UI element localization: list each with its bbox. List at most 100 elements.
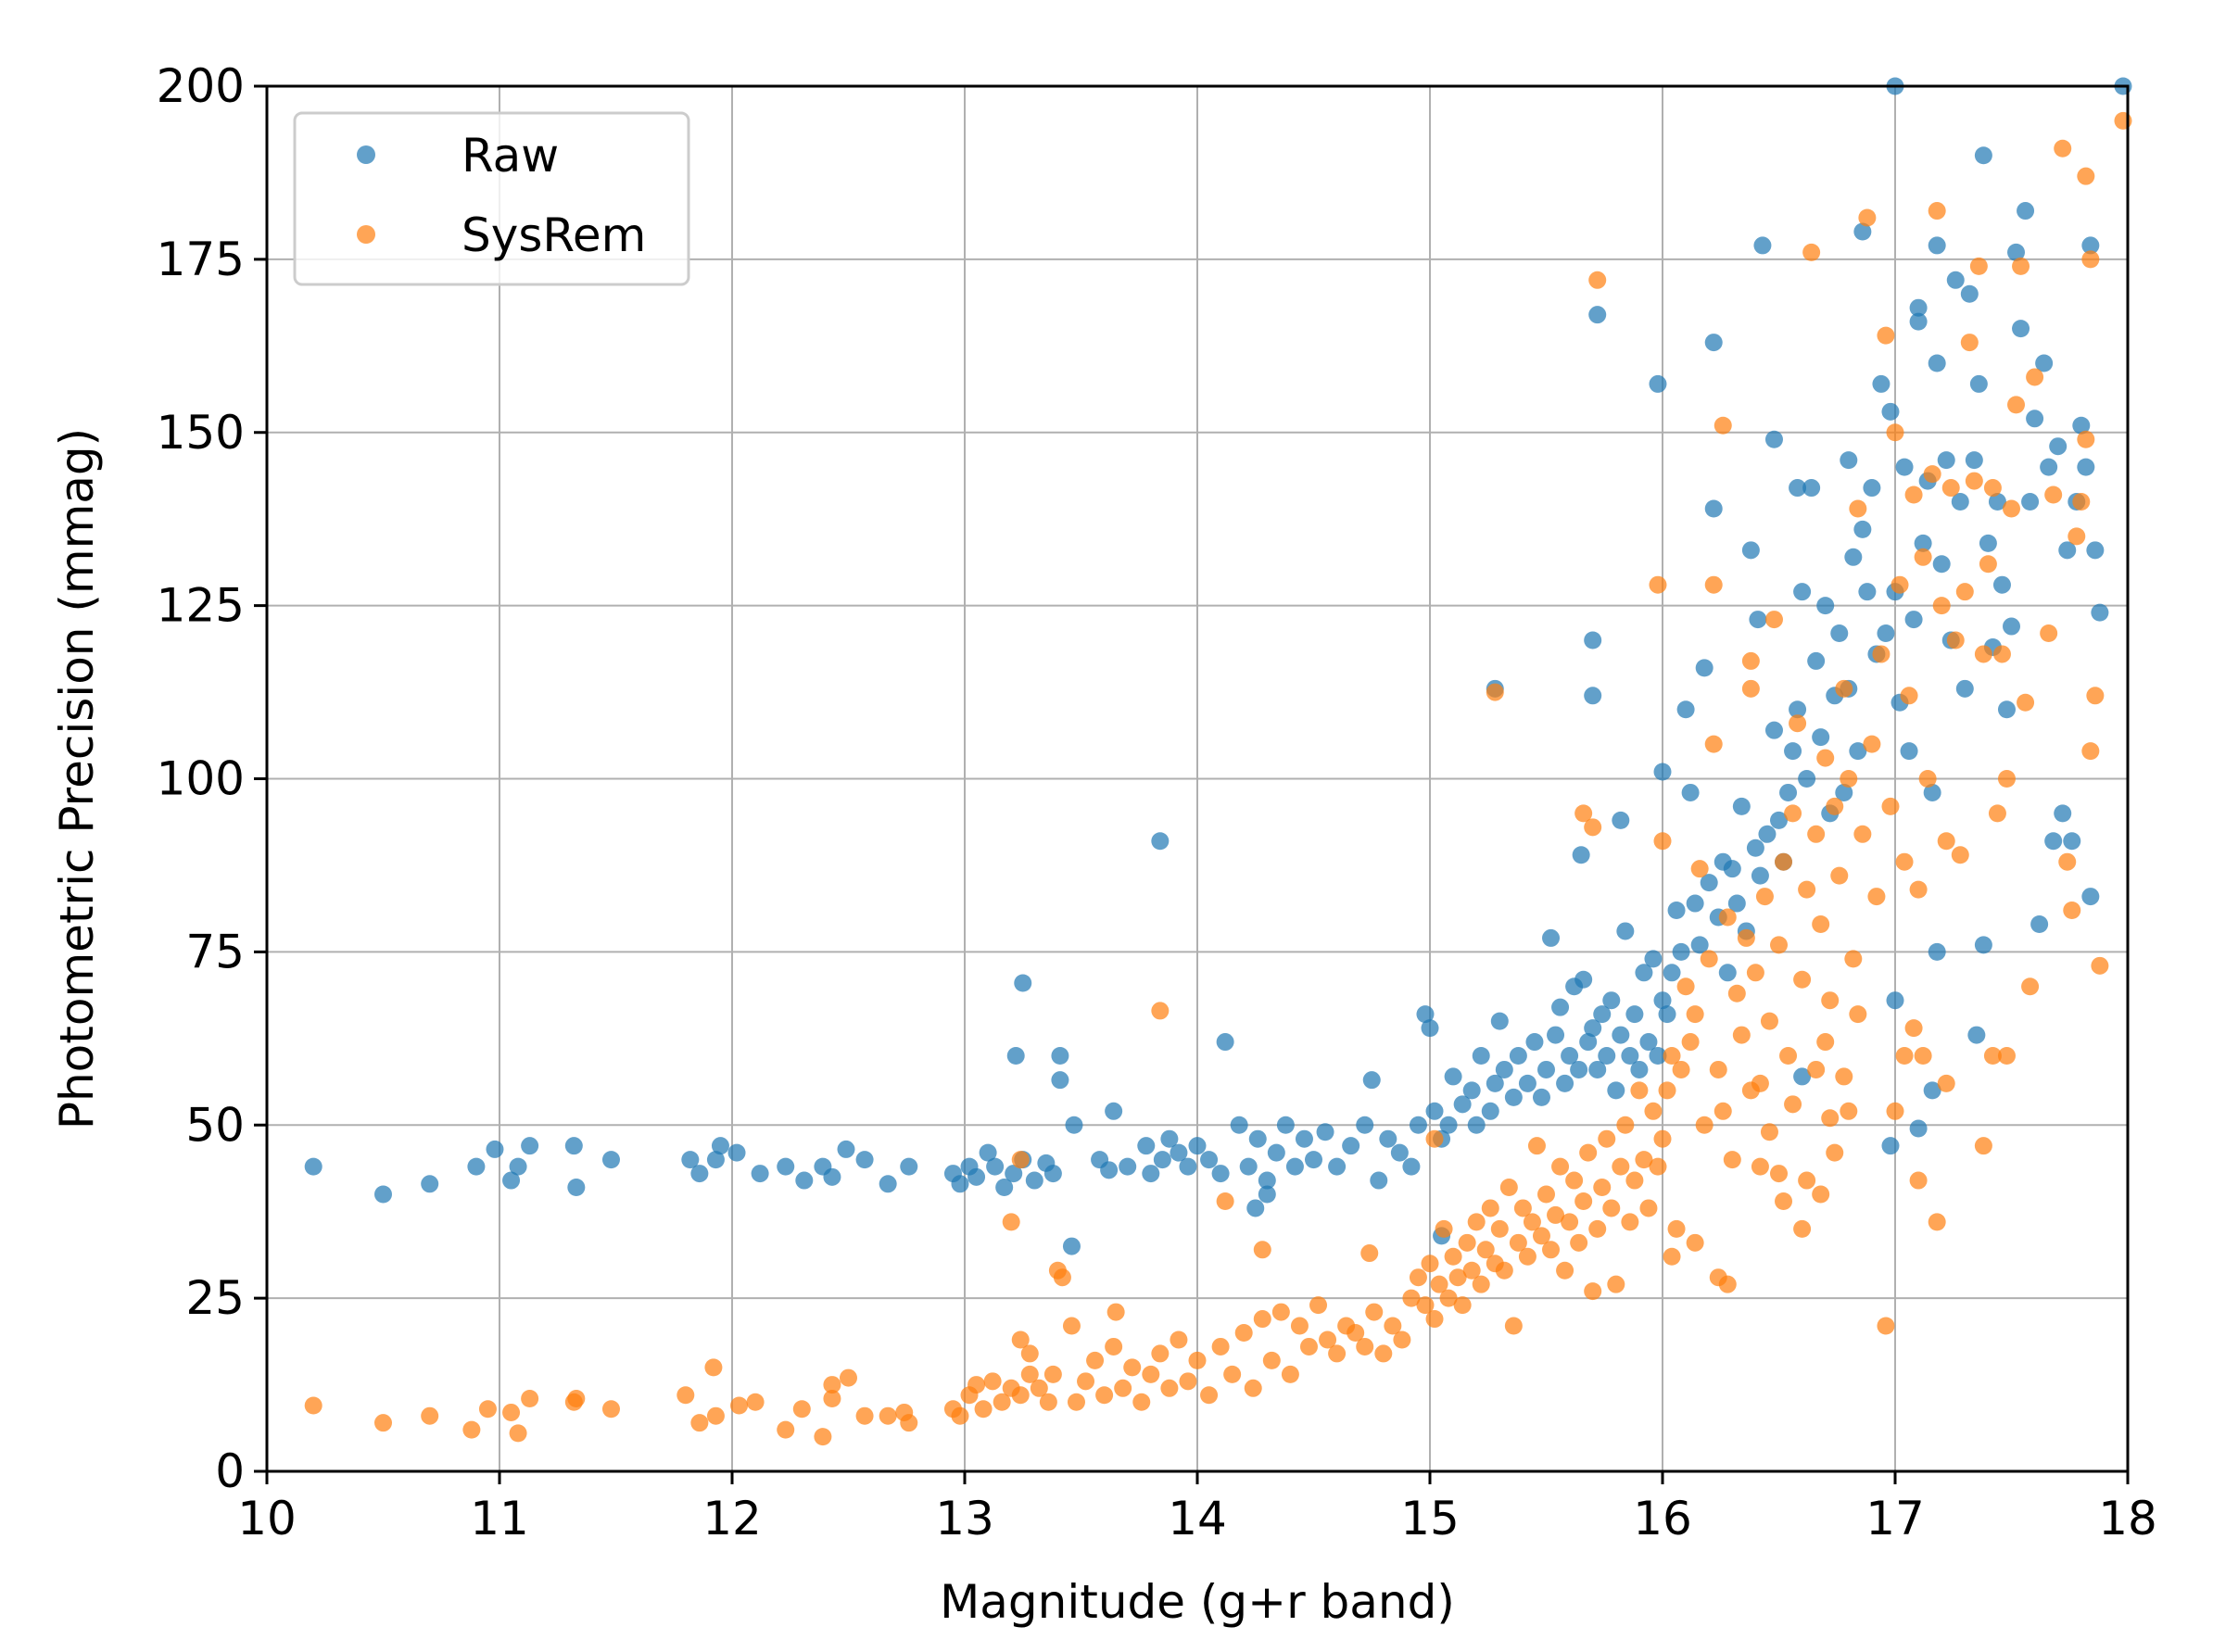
data-point — [2091, 956, 2109, 975]
data-point — [1362, 1071, 1381, 1090]
data-point — [1607, 1275, 1625, 1293]
data-point — [1895, 852, 1914, 871]
data-point — [1663, 1247, 1681, 1266]
data-point — [751, 1165, 769, 1183]
data-point — [1872, 645, 1891, 663]
data-point — [1784, 1095, 1802, 1114]
data-point — [1937, 451, 1955, 470]
data-point — [1532, 1227, 1550, 1245]
data-point — [601, 1151, 620, 1169]
data-point — [1751, 1157, 1769, 1176]
data-point — [1518, 1247, 1536, 1266]
data-point — [1821, 1109, 1840, 1128]
data-point — [1123, 1358, 1142, 1377]
data-point — [706, 1151, 725, 1169]
data-point — [1955, 583, 1974, 601]
data-point — [1713, 1102, 1732, 1120]
data-point — [1299, 1337, 1318, 1356]
data-point — [1816, 597, 1835, 615]
data-point — [1764, 430, 1783, 448]
data-point — [1077, 1372, 1095, 1391]
data-point — [1062, 1317, 1081, 1335]
data-point — [1690, 936, 1709, 954]
data-point — [1723, 860, 1741, 878]
data-point — [2114, 111, 2132, 130]
data-point — [1798, 1171, 1816, 1190]
data-point — [1200, 1151, 1219, 1169]
data-point — [1928, 354, 1946, 372]
data-point — [1709, 1060, 1727, 1078]
data-point — [993, 1393, 1011, 1411]
data-point — [2040, 624, 2058, 643]
data-point — [1584, 687, 1602, 705]
y-tick-label: 175 — [157, 233, 245, 286]
data-point — [1807, 1060, 1826, 1078]
data-point — [1588, 306, 1607, 324]
data-point — [1458, 1233, 1476, 1252]
data-point — [951, 1406, 969, 1425]
data-point — [1895, 1047, 1914, 1065]
data-point — [1305, 1151, 1322, 1169]
data-point — [1704, 499, 1723, 518]
data-point — [1625, 1171, 1644, 1190]
data-point — [1551, 998, 1570, 1016]
data-point — [1807, 651, 1826, 670]
data-point — [1472, 1275, 1490, 1293]
data-point — [1234, 1324, 1253, 1342]
data-point — [2081, 742, 2100, 761]
data-point — [1853, 520, 1872, 538]
data-point — [1547, 1205, 1565, 1224]
data-point — [1574, 804, 1593, 823]
data-point — [837, 1140, 855, 1158]
data-point — [304, 1396, 322, 1415]
data-point — [1239, 1157, 1258, 1176]
data-point — [1695, 659, 1713, 677]
data-point — [1593, 1005, 1612, 1024]
data-point — [1612, 1026, 1630, 1044]
data-point — [1928, 236, 1946, 255]
data-point — [1509, 1233, 1527, 1252]
data-point — [1988, 493, 2006, 511]
data-point — [2049, 437, 2068, 456]
data-point — [1793, 1067, 1812, 1086]
data-point — [1639, 1033, 1658, 1052]
data-point — [1523, 1213, 1541, 1231]
data-point — [1453, 1095, 1472, 1114]
data-point — [1584, 818, 1602, 837]
data-point — [1011, 1330, 1030, 1349]
data-point — [1969, 374, 1988, 393]
data-point — [1779, 783, 1798, 801]
data-point — [2081, 888, 2100, 906]
data-point — [1760, 1012, 1778, 1030]
data-point — [1713, 416, 1732, 435]
x-axis-label: Magnitude (g+r band) — [940, 1575, 1455, 1629]
data-point — [1681, 783, 1700, 801]
data-point — [967, 1167, 986, 1186]
data-point — [1542, 1241, 1561, 1259]
data-point — [1267, 1143, 1285, 1162]
data-point — [1253, 1310, 1271, 1329]
data-point — [1967, 1026, 1986, 1044]
data-point — [1579, 1033, 1598, 1052]
data-point — [1928, 942, 1946, 961]
data-point — [1904, 486, 1923, 504]
data-point — [746, 1393, 765, 1411]
data-point — [1584, 631, 1602, 649]
data-point — [1793, 1219, 1812, 1238]
data-point — [1974, 146, 1992, 165]
data-point — [1295, 1129, 1313, 1148]
data-point — [1770, 1165, 1788, 1183]
data-point — [1840, 770, 1858, 788]
data-point — [1802, 479, 1821, 498]
data-point — [1258, 1171, 1276, 1190]
data-point — [1741, 679, 1760, 698]
data-point — [1490, 1219, 1509, 1238]
x-tick-label: 18 — [2098, 1492, 2157, 1545]
data-point — [1020, 1344, 1039, 1363]
data-point — [2012, 320, 2030, 338]
data-point — [1425, 1102, 1444, 1120]
data-point — [1676, 700, 1695, 719]
data-point — [1992, 575, 2011, 594]
data-point — [601, 1400, 620, 1419]
data-point — [2007, 396, 2026, 414]
